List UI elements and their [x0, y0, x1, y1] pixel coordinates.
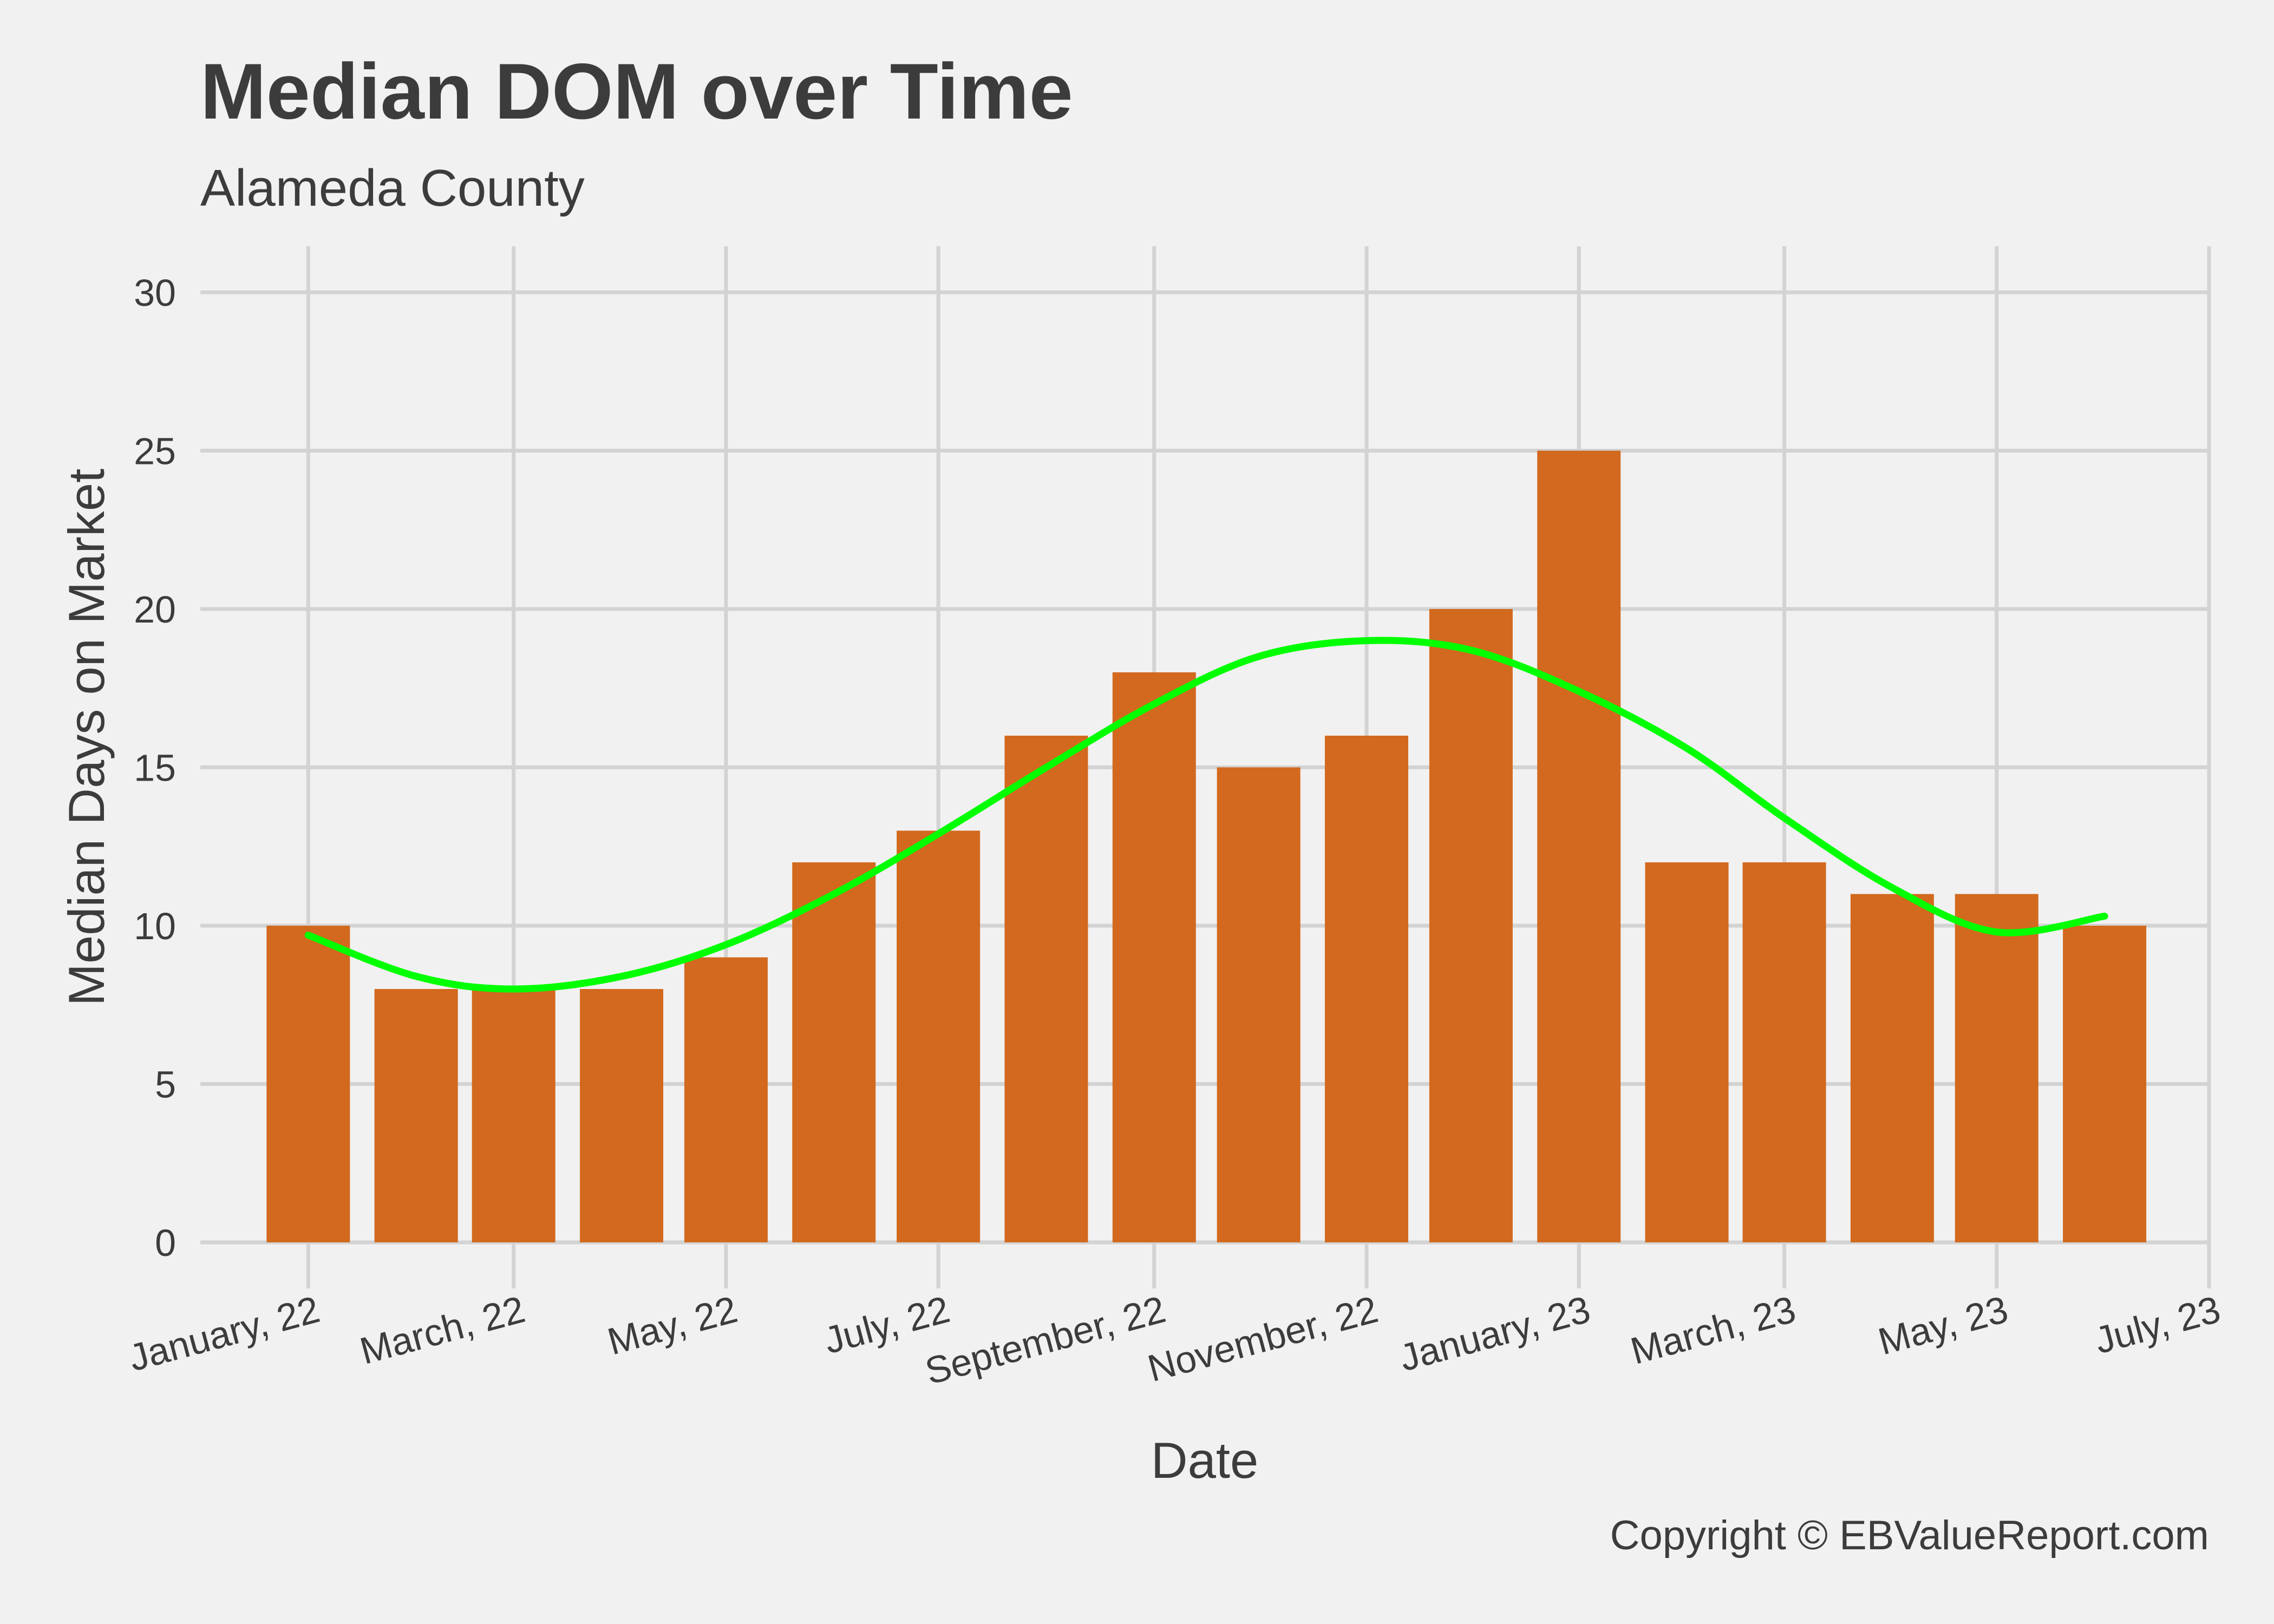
copyright-caption: Copyright © EBValueReport.com [1610, 1512, 2209, 1558]
y-tick-label: 30 [134, 272, 176, 314]
bar [792, 862, 876, 1242]
bar [1112, 672, 1196, 1242]
bar [472, 989, 556, 1242]
x-tick-labels: January, 22 March, 22 May, 22 July, 22Septe… [125, 1288, 2225, 1392]
bar [1742, 862, 1826, 1242]
x-axis-title: Date [1151, 1432, 1259, 1489]
bar [374, 989, 458, 1242]
bar [580, 989, 664, 1242]
y-tick-label: 15 [134, 747, 176, 789]
bar [1645, 862, 1729, 1242]
bar [266, 926, 350, 1242]
chart-subtitle: Alameda County [200, 159, 585, 217]
x-tick-label: January, 23 [1395, 1288, 1595, 1379]
bar [1324, 736, 1408, 1242]
trend-layer [304, 637, 2108, 993]
x-tick-label: March, 23 [1626, 1288, 1800, 1372]
y-tick-label: 5 [155, 1064, 176, 1106]
x-tick-label: November, 22 [1143, 1288, 1382, 1390]
bar [1955, 894, 2038, 1242]
x-tick-label: May, 22 [603, 1288, 742, 1363]
y-tick-labels: 0 5 10 15 20 25 30 [134, 272, 176, 1264]
chart-title: Median DOM over Time [200, 47, 1073, 135]
x-tick-label: January, 22 [125, 1288, 324, 1379]
bar-layer [266, 450, 2147, 1242]
x-tick-label: July, 23 [2090, 1288, 2225, 1361]
y-axis-title: Median Days on Market [58, 469, 115, 1006]
bar [2063, 926, 2147, 1242]
x-tick-label: May, 23 [1874, 1288, 2012, 1363]
x-tick-label: September, 22 [921, 1288, 1170, 1392]
x-tick-label: March, 22 [356, 1288, 530, 1372]
bar [1850, 894, 1934, 1242]
y-tick-label: 25 [134, 430, 176, 473]
bar [1429, 609, 1513, 1242]
bar [684, 957, 768, 1242]
y-tick-label: 0 [155, 1222, 176, 1264]
bar [1217, 767, 1301, 1242]
trend-line [304, 637, 2108, 993]
bar [897, 830, 981, 1242]
bar [1004, 736, 1088, 1242]
bar [1537, 450, 1621, 1242]
y-tick-label: 10 [134, 905, 176, 947]
y-tick-label: 20 [134, 588, 176, 631]
